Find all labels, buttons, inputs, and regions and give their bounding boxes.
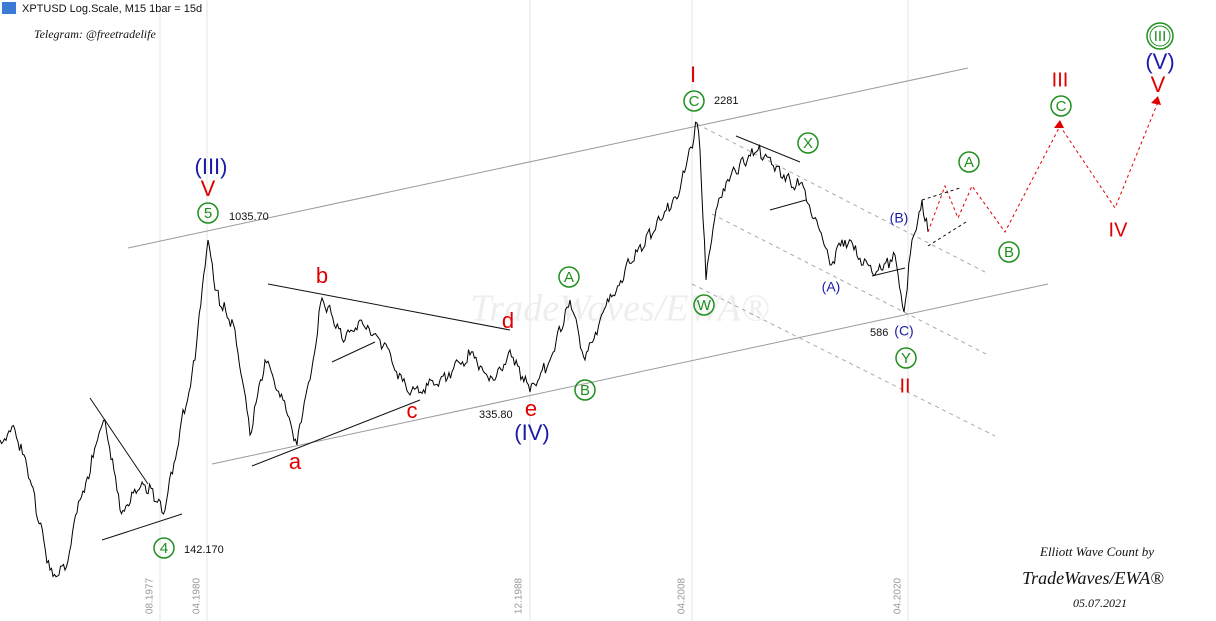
wave-label: W bbox=[697, 297, 712, 314]
wave-circle bbox=[998, 241, 1020, 263]
wave-label: (IV) bbox=[514, 420, 549, 445]
wave-circle bbox=[153, 537, 175, 559]
wave-circle bbox=[558, 266, 580, 288]
wave-label: c bbox=[407, 398, 418, 423]
trendlines bbox=[89, 135, 906, 541]
wave-circle bbox=[693, 294, 715, 316]
wave-label: 4 bbox=[160, 540, 168, 557]
wave-label: V bbox=[1151, 72, 1166, 97]
wave-label: B bbox=[1004, 244, 1014, 261]
date-label: 08.1977 bbox=[145, 577, 156, 614]
dashed-channel bbox=[691, 123, 996, 437]
wave-label: 2281 bbox=[714, 95, 738, 107]
wave-label: C bbox=[689, 93, 700, 110]
signature-line2: TradeWaves/EWA® bbox=[1022, 568, 1164, 588]
icon bbox=[2, 2, 16, 14]
wave-label: V bbox=[201, 176, 216, 201]
date-label: 04.2008 bbox=[677, 577, 688, 614]
wave-label: (B) bbox=[890, 210, 909, 226]
wave-label: I bbox=[690, 62, 696, 87]
wave-circle bbox=[958, 151, 980, 173]
wave-label: e bbox=[525, 396, 537, 421]
wave-label: 586 bbox=[870, 327, 888, 339]
date-gridlines bbox=[159, 0, 909, 621]
wave-label: 335.80 bbox=[479, 409, 513, 421]
watermark: TradeWaves/EWA® bbox=[470, 288, 769, 330]
signature-date: 05.07.2021 bbox=[1073, 596, 1127, 610]
price-line bbox=[0, 121, 929, 578]
wave-circle bbox=[895, 347, 917, 369]
wave-circle bbox=[574, 379, 596, 401]
wave-label: 5 bbox=[204, 205, 212, 222]
wave-label: (III) bbox=[195, 154, 228, 179]
wave-label: 142.170 bbox=[184, 544, 224, 556]
symbol: XPTUSD Log.Scale, M15 1bar = 15d bbox=[22, 3, 202, 15]
wave-label: a bbox=[289, 449, 302, 474]
date-label: 04.2020 bbox=[893, 577, 904, 614]
wave-label: (V) bbox=[1145, 49, 1174, 74]
wave-label: (C) bbox=[894, 323, 913, 339]
wave-circle bbox=[1050, 95, 1072, 117]
wave-label: d bbox=[502, 308, 514, 333]
wave-circle bbox=[197, 202, 219, 224]
wave-label: 1035.70 bbox=[229, 211, 269, 223]
date-label: 04.1980 bbox=[192, 577, 203, 614]
wave-label: C bbox=[1056, 98, 1067, 115]
wave-label: II bbox=[899, 375, 910, 397]
wave-label: b bbox=[316, 263, 328, 288]
wave-label: A bbox=[564, 269, 574, 286]
signature-line1: Elliott Wave Count by bbox=[1039, 544, 1154, 559]
wave-circle bbox=[1149, 25, 1171, 47]
wave-label: IV bbox=[1109, 219, 1129, 241]
wave-label: III bbox=[1154, 28, 1167, 45]
wave-label: III bbox=[1052, 69, 1069, 91]
date-label: 12.1988 bbox=[514, 577, 525, 614]
wave-label: A bbox=[964, 154, 974, 171]
wave-label: X bbox=[803, 135, 813, 152]
wave-circle bbox=[683, 90, 705, 112]
wave-circle bbox=[1146, 22, 1174, 50]
projection bbox=[921, 101, 1159, 247]
wave-label: B bbox=[580, 382, 590, 399]
wave-label: (A) bbox=[822, 279, 841, 295]
channel bbox=[127, 67, 1049, 465]
wave-circle bbox=[797, 132, 819, 154]
wave-label: Y bbox=[901, 350, 911, 367]
telegram: Telegram: @freetradelife bbox=[34, 27, 156, 41]
